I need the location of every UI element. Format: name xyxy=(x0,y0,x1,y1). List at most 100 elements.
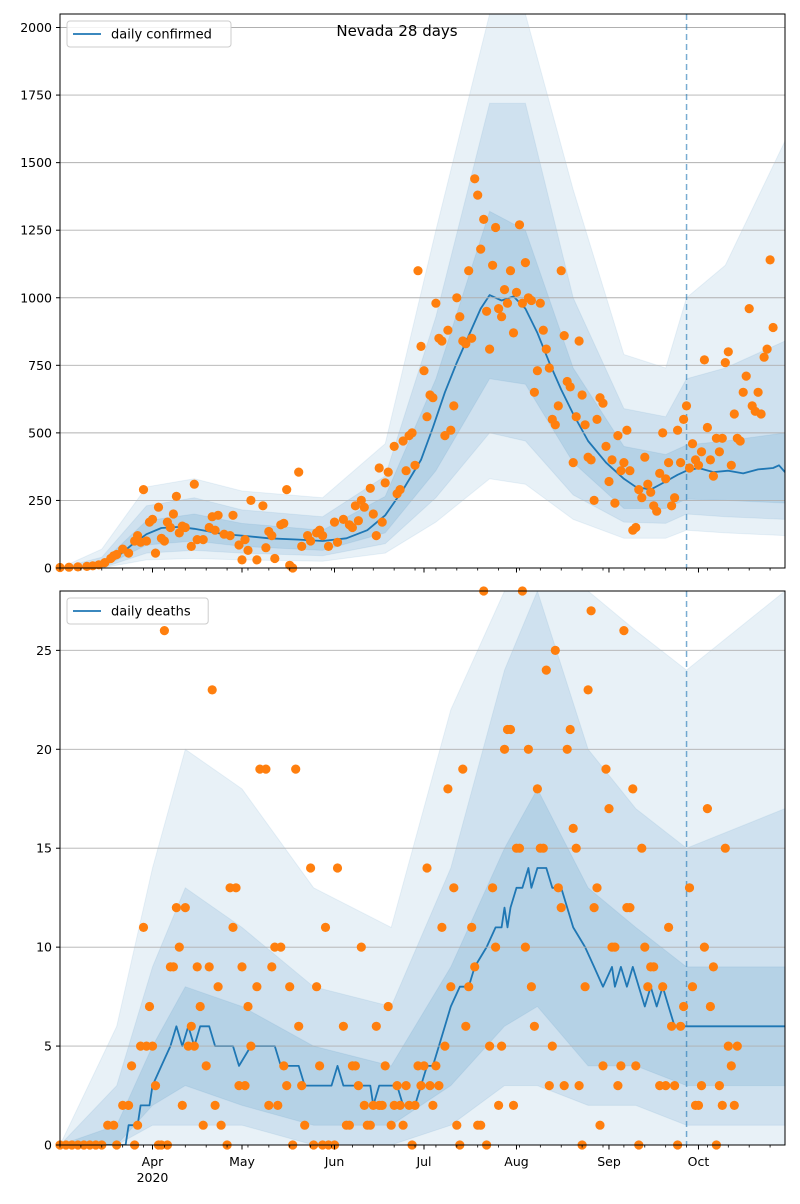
observed-point xyxy=(461,1021,471,1031)
observed-point xyxy=(428,1100,438,1110)
observed-point xyxy=(568,458,578,468)
observed-point xyxy=(210,1100,220,1110)
observed-point xyxy=(231,883,241,893)
y-tick-label: 2000 xyxy=(20,20,52,35)
observed-point xyxy=(419,366,429,376)
observed-point xyxy=(261,764,271,774)
observed-point xyxy=(729,409,739,419)
observed-point xyxy=(613,1081,623,1091)
observed-point xyxy=(365,1120,375,1130)
observed-point xyxy=(541,665,551,675)
legend-label: daily deaths xyxy=(111,605,191,620)
observed-point xyxy=(332,863,343,873)
observed-point xyxy=(297,541,307,552)
observed-point xyxy=(753,387,763,397)
observed-point xyxy=(171,903,181,913)
observed-point xyxy=(765,255,775,265)
observed-point xyxy=(520,942,531,952)
series-line xyxy=(60,867,785,1145)
observed-point xyxy=(586,455,596,465)
observed-point xyxy=(708,471,719,481)
legend: daily confirmed xyxy=(66,20,232,48)
observed-point xyxy=(329,517,340,527)
observed-point xyxy=(702,422,713,433)
observed-point xyxy=(601,441,611,451)
observed-point xyxy=(353,516,363,526)
observed-point xyxy=(192,962,202,972)
observed-point xyxy=(443,784,453,794)
observed-point xyxy=(643,479,653,489)
observed-point xyxy=(661,474,671,484)
observed-point xyxy=(526,295,537,306)
observed-point xyxy=(559,331,569,341)
observed-point xyxy=(717,433,727,443)
observed-point xyxy=(306,863,316,873)
y-tick-label: 1000 xyxy=(20,290,52,305)
x-tick-label: Oct xyxy=(688,1154,710,1169)
observed-point xyxy=(735,436,745,446)
observed-point xyxy=(150,1081,161,1091)
observed-point xyxy=(389,441,399,451)
y-tick-label: 750 xyxy=(28,358,52,373)
observed-point xyxy=(499,744,510,754)
observed-point xyxy=(422,863,432,873)
observed-point xyxy=(165,522,175,533)
observed-point xyxy=(186,1021,196,1031)
observed-point xyxy=(643,982,653,992)
observed-point xyxy=(198,535,208,545)
observed-point xyxy=(291,764,301,774)
observed-point xyxy=(380,1061,390,1071)
observed-point xyxy=(318,531,328,541)
observed-point xyxy=(553,883,563,893)
observed-point xyxy=(320,922,331,933)
observed-point xyxy=(455,312,465,322)
observed-point xyxy=(574,1081,584,1091)
observed-point xyxy=(508,1100,519,1110)
observed-point xyxy=(508,328,519,338)
observed-point xyxy=(565,724,575,735)
observed-point xyxy=(705,455,716,465)
y-tick-label: 15 xyxy=(36,841,52,856)
observed-point xyxy=(377,1100,387,1110)
observed-point xyxy=(494,1100,504,1110)
observed-point xyxy=(64,562,74,572)
observed-point xyxy=(473,190,483,200)
observed-point xyxy=(693,460,704,470)
observed-point xyxy=(631,522,641,533)
observed-point xyxy=(586,606,596,616)
observed-point xyxy=(652,506,662,516)
observed-point xyxy=(580,982,590,992)
observed-point xyxy=(371,531,381,541)
observed-point xyxy=(449,401,459,411)
observed-point xyxy=(696,1081,707,1091)
observed-point xyxy=(267,962,277,972)
uncertainty-band-outer xyxy=(60,14,785,568)
observed-point xyxy=(261,543,271,553)
observed-point xyxy=(670,493,680,503)
observed-point xyxy=(186,541,196,552)
observed-point xyxy=(428,393,438,403)
observed-point xyxy=(681,401,692,411)
observed-point xyxy=(279,518,289,529)
observed-point xyxy=(684,883,695,893)
observed-point xyxy=(482,306,492,316)
observed-point xyxy=(332,537,343,547)
observed-point xyxy=(664,458,674,468)
observed-point xyxy=(395,485,405,495)
observed-point xyxy=(141,536,152,546)
observed-point xyxy=(312,982,322,992)
observed-point xyxy=(497,1041,507,1051)
observed-point xyxy=(464,266,474,276)
observed-point xyxy=(646,487,656,497)
observed-point xyxy=(377,517,387,527)
observed-point xyxy=(556,903,566,913)
observed-point xyxy=(237,962,247,972)
observed-point xyxy=(529,387,540,397)
observed-point xyxy=(676,458,686,468)
observed-point xyxy=(577,390,587,400)
panel-daily-confirmed: 0 250 500 750 1000 1250 1500 1750 2000 daily conf… xyxy=(20,13,786,576)
observed-point xyxy=(440,431,450,441)
observed-point xyxy=(625,466,635,476)
observed-point xyxy=(550,645,560,656)
observed-point xyxy=(485,344,495,354)
